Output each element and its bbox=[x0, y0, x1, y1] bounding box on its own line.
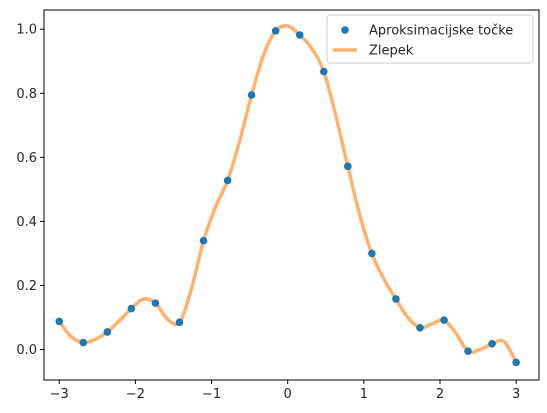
legend-box bbox=[326, 14, 534, 64]
y-tick-label: 1.0 bbox=[16, 23, 37, 38]
legend-marker-points bbox=[341, 26, 349, 34]
data-point bbox=[464, 347, 472, 355]
data-point bbox=[368, 249, 376, 258]
x-tick-label: 0 bbox=[284, 387, 292, 402]
legend: Aproksimacijske točke Zlepek bbox=[326, 14, 534, 64]
legend-label-points: Aproksimacijske točke bbox=[369, 24, 513, 39]
y-tick-label: 0.8 bbox=[16, 87, 37, 102]
x-tick-label: −3 bbox=[50, 387, 69, 402]
y-axis-ticks: 0.0 0.2 0.4 0.6 0.8 1.0 bbox=[16, 23, 44, 358]
data-point bbox=[512, 358, 520, 367]
y-tick-label: 0.2 bbox=[16, 279, 37, 294]
data-point bbox=[55, 317, 64, 326]
x-tick-label: 1 bbox=[360, 387, 368, 402]
axes-frame bbox=[43, 9, 540, 381]
x-tick-label: −1 bbox=[202, 387, 221, 402]
data-point bbox=[319, 67, 328, 76]
x-tick-label: 3 bbox=[512, 387, 520, 402]
data-point bbox=[295, 31, 304, 39]
data-point bbox=[247, 91, 256, 99]
x-axis-ticks: −3 −2 −1 0 1 2 3 bbox=[50, 380, 520, 402]
data-point bbox=[127, 304, 136, 313]
data-point bbox=[223, 176, 232, 185]
data-point bbox=[271, 27, 280, 35]
x-tick-label: 2 bbox=[436, 387, 444, 402]
y-tick-label: 0.6 bbox=[16, 151, 37, 166]
data-point bbox=[440, 316, 448, 324]
y-tick-label: 0.4 bbox=[16, 215, 37, 230]
x-tick-label: −2 bbox=[126, 387, 145, 402]
data-point bbox=[199, 236, 208, 245]
data-point bbox=[103, 328, 112, 336]
data-point bbox=[392, 295, 400, 303]
data-point bbox=[151, 299, 160, 307]
legend-label-spline: Zlepek bbox=[369, 44, 414, 59]
data-point bbox=[175, 318, 184, 327]
points-layer bbox=[55, 27, 520, 367]
data-point bbox=[488, 340, 496, 348]
y-tick-label: 0.0 bbox=[16, 343, 37, 358]
data-point bbox=[343, 162, 352, 171]
data-point bbox=[79, 338, 88, 347]
data-point bbox=[416, 323, 424, 332]
